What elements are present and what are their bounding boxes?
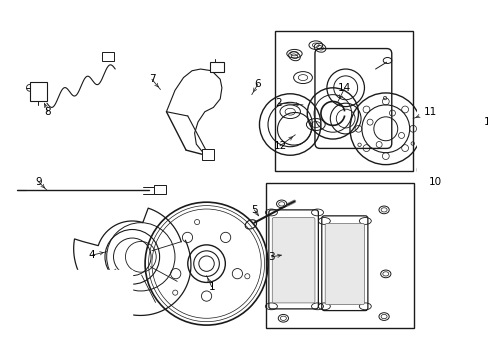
Text: 5: 5 [250,205,257,215]
Text: 6: 6 [254,80,261,89]
Text: 4: 4 [89,250,95,260]
Circle shape [417,137,434,154]
Bar [102,52,114,60]
FancyBboxPatch shape [272,217,314,303]
Text: 2: 2 [274,98,281,108]
Bar [30,82,47,101]
Text: 9: 9 [35,177,41,187]
Text: 13: 13 [483,117,488,127]
Text: 14: 14 [338,83,351,93]
Text: 8: 8 [44,107,51,117]
Text: 10: 10 [428,177,441,187]
Bar [209,62,223,72]
Bar [266,183,413,328]
Text: 11: 11 [423,107,436,117]
FancyBboxPatch shape [325,224,364,305]
Bar [153,185,165,194]
Text: 1: 1 [208,282,215,292]
Circle shape [417,159,439,181]
Text: 3: 3 [267,252,274,262]
Bar [274,31,412,171]
Text: 7: 7 [148,74,155,84]
Text: 12: 12 [273,141,286,151]
Bar [202,149,214,159]
